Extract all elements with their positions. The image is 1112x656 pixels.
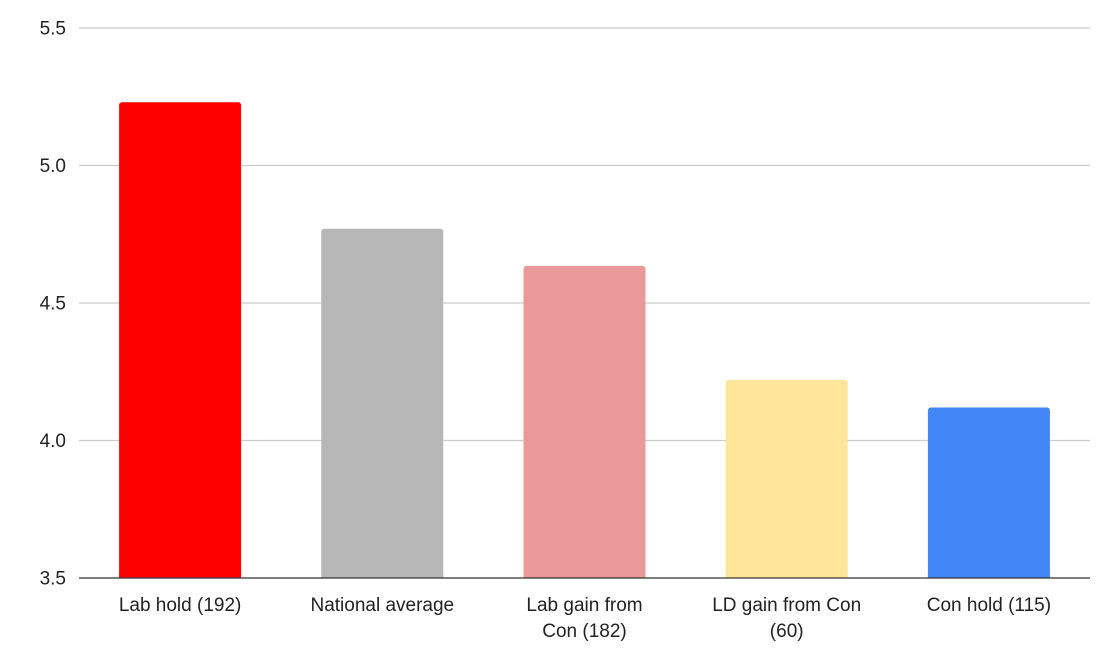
y-tick-label: 4.5 [40, 294, 66, 315]
y-axis-ticks: 3.5 4.0 4.5 5.0 5.5 [40, 19, 66, 590]
x-tick-label: (60) [770, 621, 804, 642]
x-tick-label: National average [310, 595, 454, 616]
bar-base [119, 574, 242, 578]
x-axis-labels: Lab hold (192) National average Lab gain f… [119, 595, 1051, 642]
bar-base [523, 574, 646, 578]
bar [523, 265, 646, 578]
bar-base [927, 574, 1050, 578]
x-tick-label: Lab gain from [526, 595, 642, 616]
y-tick-label: 4.0 [40, 431, 66, 452]
x-tick-label: Lab hold (192) [119, 595, 242, 616]
x-tick-label: LD gain from Con [712, 595, 861, 616]
y-tick-label: 3.5 [40, 569, 66, 590]
bar-base [321, 574, 444, 578]
bars [119, 102, 1050, 578]
bar-base [725, 574, 848, 578]
bar [725, 380, 848, 578]
x-tick-label: Con hold (115) [927, 595, 1051, 616]
bar [119, 102, 242, 578]
bar [927, 407, 1050, 578]
bar [321, 228, 444, 578]
x-tick-label: Con (182) [542, 621, 627, 642]
y-tick-label: 5.5 [40, 19, 66, 40]
y-tick-label: 5.0 [40, 156, 66, 177]
